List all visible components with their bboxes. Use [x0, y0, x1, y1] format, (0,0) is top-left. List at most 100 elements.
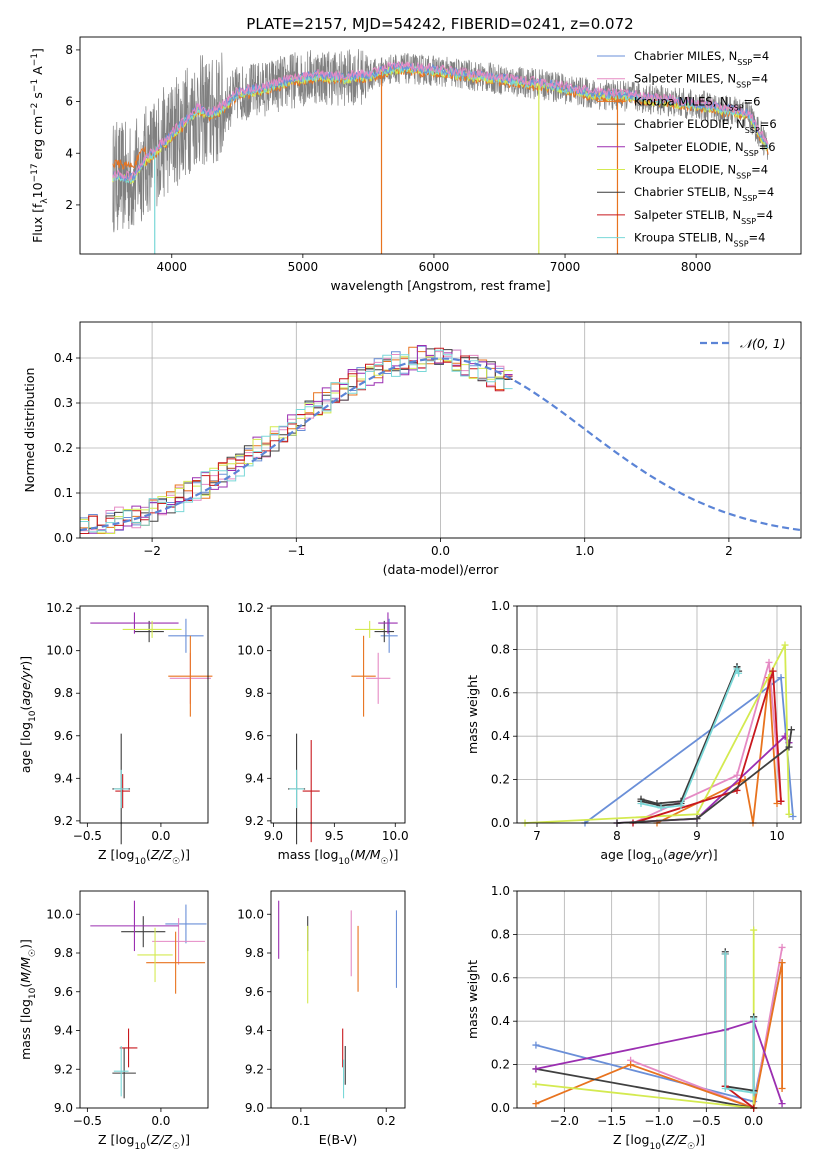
- y-tick-label: 10.0: [237, 644, 264, 658]
- x-tick-label: 10: [769, 829, 784, 843]
- x-tick-label: 0.1: [291, 1114, 310, 1128]
- weight-marker: [769, 667, 777, 675]
- weight-marker: [778, 1084, 786, 1092]
- normal-reference-curve: [80, 357, 801, 532]
- x-tick-label: −0.5: [692, 1114, 721, 1128]
- y-tick-label: 1.0: [491, 884, 510, 898]
- y-tick-label: 9.4: [245, 771, 264, 785]
- weight-marker: [532, 1041, 540, 1049]
- y-tick-label: 9.6: [54, 729, 73, 743]
- x-tick-label: 9: [693, 829, 701, 843]
- age-vs-z-xlabel: Z [log10(Z/Z☉)]: [98, 847, 190, 867]
- x-tick-label: 9.0: [264, 829, 283, 843]
- y-tick-label: 10.2: [46, 601, 73, 615]
- normal-legend-label: 𝒩(0, 1): [740, 336, 786, 351]
- weight-marker: [532, 1065, 540, 1073]
- y-tick-label: 8: [65, 43, 73, 57]
- weight-marker: [677, 802, 685, 810]
- y-tick-label: 0.8: [491, 642, 510, 656]
- age_vs_z-plot: [90, 612, 213, 845]
- weight-series-line: [535, 930, 755, 1110]
- weight-series-line: [535, 1020, 783, 1104]
- y-tick-label: 0.0: [491, 1101, 510, 1115]
- x-tick-label: 9.5: [325, 829, 344, 843]
- y-tick-label: 2: [65, 198, 73, 212]
- weight-marker: [777, 674, 785, 682]
- x-tick-label: 8000: [681, 260, 712, 274]
- histogram-step-line: [80, 349, 513, 538]
- weight-marker: [657, 804, 665, 812]
- y-tick-label: 1.0: [491, 599, 510, 613]
- y-tick-label: 0.6: [491, 686, 510, 700]
- x-tick-label: 0.0: [744, 1114, 763, 1128]
- mass_vs_z-plot: [90, 900, 207, 1099]
- y-tick-label: 0.8: [491, 927, 510, 941]
- y-tick-label: 9.0: [245, 1101, 264, 1115]
- weight-marker: [781, 641, 789, 649]
- y-tick-label: 9.6: [245, 985, 264, 999]
- y-tick-label: 9.0: [54, 1101, 73, 1115]
- age-vs-z-ylabel: age [log10(age/yr)]: [18, 656, 38, 773]
- weight_vs_age-plot: [521, 641, 797, 827]
- x-tick-label: −1: [287, 544, 305, 558]
- weight-marker: [532, 1080, 540, 1088]
- y-tick-label: 9.8: [54, 686, 73, 700]
- histogram-frame: [79, 321, 802, 539]
- weight_vs_z-ylabel: mass weight: [465, 960, 480, 1039]
- y-tick-label: 0.1: [54, 486, 73, 500]
- weight-marker: [778, 943, 786, 951]
- weight-series-line: [640, 666, 740, 809]
- legend-entry: Salpeter ELODIE, NSSP=6: [634, 140, 776, 158]
- legend-entry: Salpeter MILES, NSSP=4: [634, 72, 768, 90]
- weight-marker: [750, 926, 758, 934]
- spectrum-legend: Chabrier MILES, NSSP=4 Salpeter MILES, NS…: [597, 49, 777, 248]
- age_vs_mass-axes: 9.0 9.5 10.0 9.2 9.4 9.6 9.8 10.0 10.2: [237, 601, 408, 843]
- y-tick-label: 0.4: [491, 729, 510, 743]
- x-tick-label: −0.5: [73, 1114, 102, 1128]
- age-vs-mass-xlabel: mass [log10(M/M☉)]: [278, 847, 399, 867]
- x-tick-label: 8: [613, 829, 621, 843]
- weight-marker: [532, 1100, 540, 1108]
- y-tick-label: 9.8: [245, 946, 264, 960]
- weight-marker: [787, 726, 795, 734]
- y-tick-label: 0.0: [54, 531, 73, 545]
- mass-vs-z-xlabel: Z [log10(Z/Z☉)]: [98, 1132, 190, 1152]
- x-tick-label: −1.5: [597, 1114, 626, 1128]
- mass_vs_z-axes: −0.5 0.0 9.0 9.2 9.4 9.6 9.8 10.0: [46, 907, 170, 1128]
- y-tick-label: 9.6: [245, 729, 264, 743]
- y-tick-label: 9.2: [245, 814, 264, 828]
- y-tick-label: 9.2: [54, 814, 73, 828]
- y-tick-label: 9.4: [54, 771, 73, 785]
- y-tick-label: 9.8: [54, 946, 73, 960]
- weight-series-line: [616, 729, 793, 824]
- weight-vs-z-xlabel: Z [log10(Z/Z☉)]: [613, 1132, 705, 1152]
- weight-marker: [750, 1089, 758, 1097]
- mass_vs_ebv-frame: [270, 890, 406, 1109]
- y-tick-label: 0.4: [54, 351, 73, 365]
- figure-title: PLATE=2157, MJD=54242, FIBERID=0241, z=0…: [246, 15, 633, 33]
- weight-vs-age-xlabel: age [log10(age/yr)]: [600, 847, 717, 867]
- y-tick-label: 9.2: [245, 1062, 264, 1076]
- weight-marker: [637, 799, 645, 807]
- x-tick-label: 1.0: [575, 544, 594, 558]
- weight-marker: [789, 812, 797, 820]
- y-tick-label: 9.4: [245, 1024, 264, 1038]
- y-tick-label: 0.2: [491, 1058, 510, 1072]
- weight-marker: [777, 797, 785, 805]
- legend-entry: Chabrier ELODIE, NSSP=6: [634, 117, 777, 135]
- histogram-plot: [80, 345, 801, 538]
- weight_vs_age-ylabel: mass weight: [465, 675, 480, 754]
- x-tick-label: 5000: [288, 260, 319, 274]
- x-tick-label: 2: [725, 544, 733, 558]
- legend-entry: Kroupa ELODIE, NSSP=4: [634, 163, 768, 181]
- weight-marker: [721, 950, 729, 958]
- weight-series-line: [632, 670, 782, 824]
- weight-marker: [765, 658, 773, 666]
- mass_vs_z-frame: [79, 890, 209, 1109]
- mass_vs_ebv-axes: 0.1 0.2 9.0 9.2 9.4 9.6 9.8 10.0: [237, 907, 395, 1128]
- weight_vs_age-frame: [516, 605, 802, 824]
- weight-series-line: [524, 644, 790, 824]
- weight-series-line: [724, 953, 755, 1094]
- weight-marker: [627, 1061, 635, 1069]
